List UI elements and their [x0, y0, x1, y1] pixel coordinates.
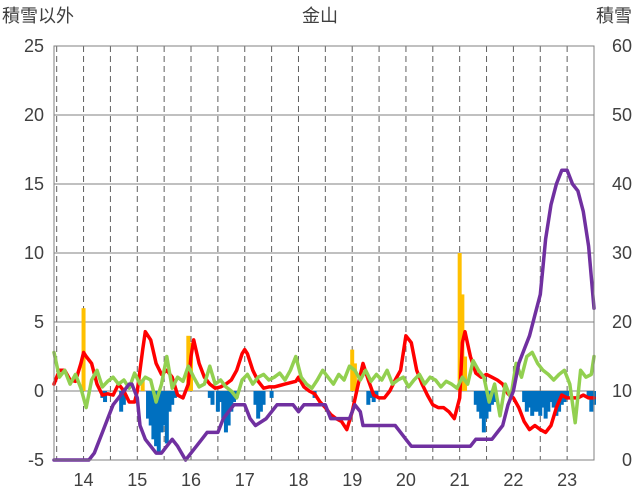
- bar-mark: [167, 391, 172, 412]
- bar-mark: [159, 391, 164, 433]
- bar-mark: [229, 391, 234, 412]
- bar-mark: [538, 391, 543, 416]
- bar-mark: [162, 391, 167, 426]
- bar-mark: [151, 391, 156, 440]
- bar-mark: [258, 391, 263, 412]
- left-axis-tick-label: 0: [34, 381, 44, 401]
- x-axis-tick-label: 22: [503, 470, 523, 490]
- chart-title: 金山: [302, 6, 338, 26]
- bar-mark: [156, 391, 161, 454]
- bar-mark: [457, 253, 462, 391]
- bar-mark: [479, 391, 484, 419]
- plot-area: [52, 45, 596, 462]
- bar-mark: [369, 391, 374, 398]
- x-axis-tick-labels: 14 15 16 17 18 19 20 21 22 23: [74, 470, 578, 490]
- bar-mark: [119, 391, 124, 412]
- x-axis-tick-label: 19: [342, 470, 362, 490]
- bar-mark: [549, 391, 554, 403]
- bar-mark: [522, 391, 527, 403]
- bar-mark: [210, 391, 215, 405]
- bar-mark: [148, 391, 153, 426]
- bar-mark: [140, 379, 145, 391]
- bar-mark: [527, 391, 532, 408]
- x-axis-tick-label: 14: [74, 470, 94, 490]
- bar-mark: [492, 391, 497, 403]
- bar-mark: [532, 391, 537, 412]
- bar-mark: [172, 391, 177, 398]
- bar-mark: [586, 391, 591, 398]
- bar-mark: [223, 391, 228, 433]
- right-axis-tick-label: 10: [612, 381, 632, 401]
- bar-mark: [524, 391, 529, 412]
- bar-mark: [218, 391, 223, 403]
- bar-mark: [352, 363, 357, 391]
- plot-border: [53, 45, 595, 461]
- right-axis-tick-label: 30: [612, 243, 632, 263]
- bar-mark: [103, 391, 108, 403]
- right-axis-tick-label: 40: [612, 174, 632, 194]
- bar-mark: [535, 391, 540, 412]
- bar-mark: [253, 391, 258, 405]
- bar-mark: [481, 391, 486, 433]
- bar-mark: [476, 391, 481, 412]
- bar-mark: [366, 391, 371, 405]
- bar-mark: [540, 391, 545, 408]
- left-axis-tick-label: 15: [24, 174, 44, 194]
- bar-mark: [565, 391, 570, 398]
- bar-mark: [543, 391, 548, 419]
- series-line-1: [52, 350, 596, 425]
- bar-mark: [261, 391, 266, 405]
- right-axis-tick-label: 0: [622, 450, 632, 470]
- bar-mark: [226, 391, 231, 426]
- right-axis-tick-label: 20: [612, 312, 632, 332]
- right-axis-tick-label: 60: [612, 36, 632, 56]
- right-axis-title: 積雪: [596, 6, 632, 26]
- bar-mark: [551, 391, 556, 408]
- bar-mark: [186, 335, 191, 391]
- left-axis-tick-labels: -5 0 5 10 15 20 25: [24, 36, 44, 470]
- bar-mark: [374, 391, 379, 398]
- left-axis-tick-label: 10: [24, 243, 44, 263]
- left-axis-title: 積雪以外: [2, 6, 74, 26]
- bar-mark: [589, 391, 594, 412]
- bar-mark: [215, 391, 220, 412]
- x-axis-tick-label: 23: [557, 470, 577, 490]
- left-axis-tick-label: 25: [24, 36, 44, 56]
- bar-mark: [221, 391, 226, 419]
- bar-mark: [146, 391, 151, 419]
- x-axis-tick-label: 18: [288, 470, 308, 490]
- bar-mark: [170, 391, 175, 405]
- left-axis-tick-label: -5: [28, 450, 44, 470]
- bar-mark: [546, 391, 551, 412]
- series-line-0: [52, 329, 596, 435]
- bar-mark: [81, 308, 86, 391]
- bar-mark: [269, 391, 274, 398]
- bar-mark: [530, 391, 535, 416]
- bar-mark: [154, 391, 159, 447]
- x-axis-tick-label: 21: [450, 470, 470, 490]
- bar-mark: [484, 391, 489, 419]
- left-axis-tick-label: 20: [24, 105, 44, 125]
- right-axis-tick-label: 50: [612, 105, 632, 125]
- bar-mark: [256, 391, 261, 419]
- series-line-2: [52, 168, 596, 462]
- bar-mark: [164, 391, 169, 444]
- x-axis-tick-label: 17: [235, 470, 255, 490]
- x-axis-tick-label: 20: [396, 470, 416, 490]
- bar-mark: [463, 356, 468, 391]
- bar-mark: [473, 391, 478, 405]
- bar-mark: [121, 391, 126, 405]
- x-axis-tick-label: 16: [181, 470, 201, 490]
- left-axis-tick-label: 5: [34, 312, 44, 332]
- x-axis-tick-label: 15: [127, 470, 147, 490]
- line-series: [52, 168, 596, 462]
- right-axis-tick-labels: 0 10 20 30 40 50 60: [612, 36, 632, 470]
- bar-mark: [207, 391, 212, 398]
